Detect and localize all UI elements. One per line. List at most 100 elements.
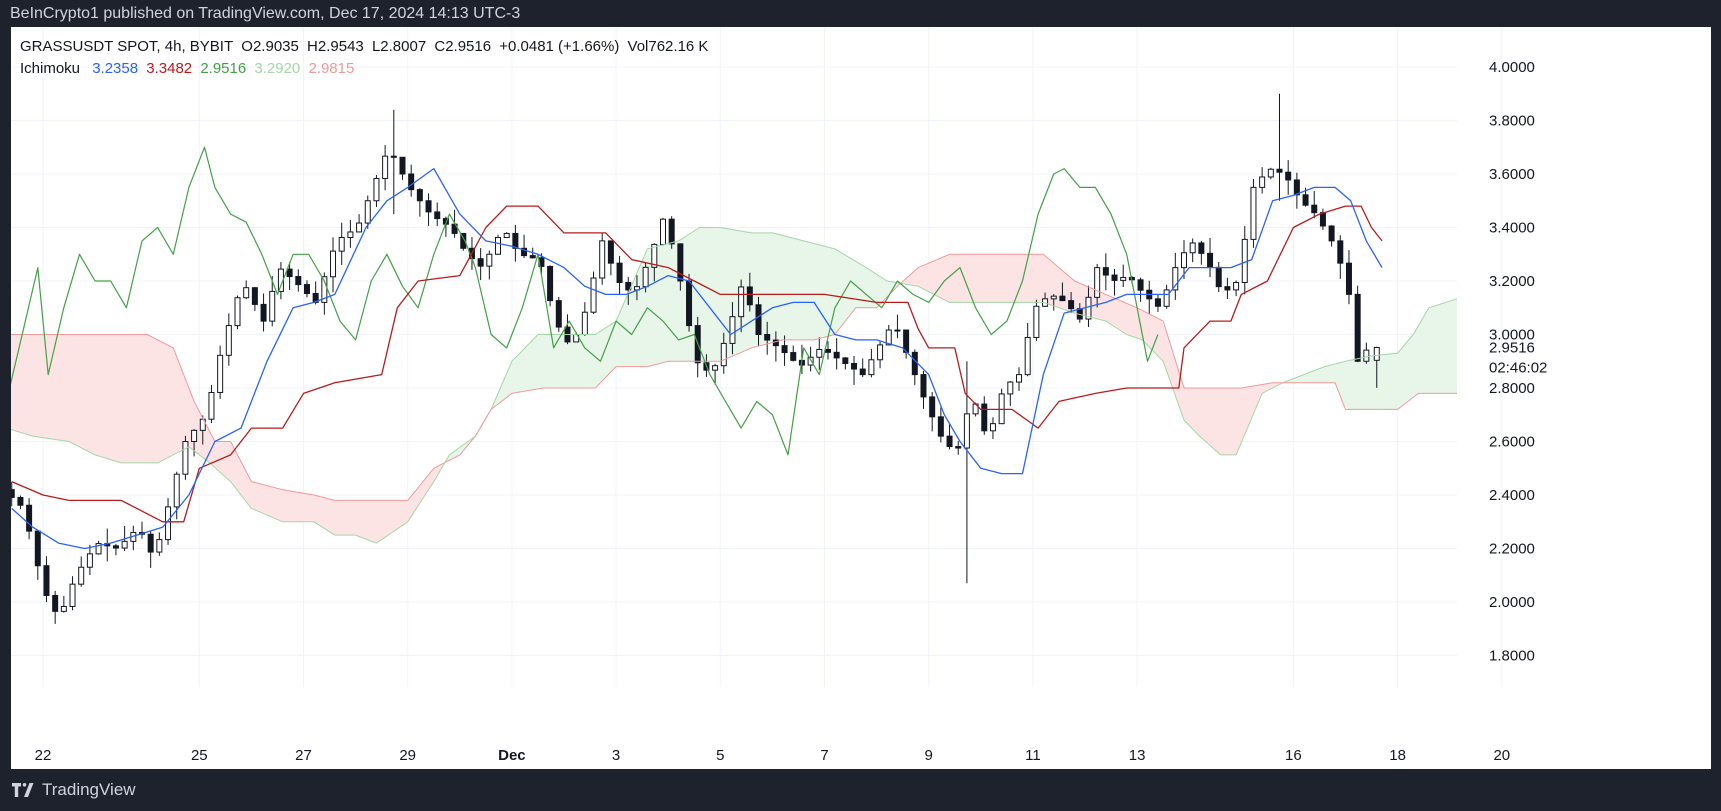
volume-label: Vol <box>627 38 649 55</box>
y-tick-label: 3.0000 <box>1489 327 1535 344</box>
candle <box>260 293 267 332</box>
candle <box>1293 172 1300 209</box>
candle-body-down <box>929 396 936 418</box>
candle <box>130 525 137 551</box>
candle <box>43 556 50 603</box>
y-tick-label: 3.6000 <box>1489 166 1535 183</box>
candle <box>11 481 15 507</box>
candle-body-down <box>772 339 779 347</box>
symbol-legend: GRASSUSDT SPOT, 4h, BYBIT O2.9035 H2.954… <box>20 38 712 55</box>
candle <box>26 498 33 540</box>
candle <box>616 255 623 295</box>
candle <box>659 217 666 246</box>
bearish-cloud <box>902 254 1287 455</box>
candle-body-down <box>833 351 840 359</box>
x-tick-label: 11 <box>1025 747 1041 764</box>
y-tick-label: 2.4000 <box>1489 487 1535 504</box>
candle-body-up <box>894 329 901 332</box>
candle <box>1345 250 1352 305</box>
candle <box>1328 225 1335 247</box>
candle <box>547 265 554 307</box>
price-chart[interactable]: 4.0000 3.8000 3.6000 3.4000 3.2000 3.0000 2.80… <box>11 27 1711 769</box>
candle <box>1024 323 1031 377</box>
candle <box>251 286 258 312</box>
low-label: L <box>371 38 381 55</box>
candle <box>677 243 684 291</box>
x-tick-label: 13 <box>1129 747 1146 764</box>
candle-body-up <box>712 365 719 371</box>
symbol-name[interactable]: GRASSUSDT SPOT, 4h, BYBIT <box>20 38 234 55</box>
candle-body-up <box>816 348 823 358</box>
candle-body-up <box>877 344 884 361</box>
candle-body-up <box>86 553 93 568</box>
candle <box>338 222 345 265</box>
candle <box>156 532 163 556</box>
candle <box>1215 261 1222 293</box>
candle-body-up <box>182 441 189 475</box>
candle-body-up <box>738 286 745 318</box>
candle-body-down <box>668 218 675 245</box>
candle-body-down <box>460 232 467 249</box>
candle <box>295 269 302 292</box>
candle <box>877 341 884 369</box>
candle <box>303 280 310 298</box>
candle-body-down <box>1154 298 1161 307</box>
candle <box>755 296 762 346</box>
candle-body-up <box>729 316 736 344</box>
candle <box>1094 263 1101 308</box>
x-tick-label: 27 <box>295 747 312 764</box>
candle <box>790 345 797 362</box>
candle <box>95 540 102 555</box>
candle <box>138 521 145 539</box>
x-tick-label: 22 <box>35 747 52 764</box>
bullish-cloud <box>1286 298 1457 410</box>
candle-body-down <box>512 232 519 249</box>
candles <box>11 93 1380 624</box>
lagging-value: 2.9516 <box>200 60 247 77</box>
x-tick-label: 5 <box>716 747 724 764</box>
candle <box>1163 284 1170 309</box>
candle-body-down <box>477 258 484 267</box>
candle-body-down <box>824 348 831 353</box>
candle <box>1285 160 1292 195</box>
candle <box>963 361 970 584</box>
candle-body-up <box>269 290 276 322</box>
candle <box>1233 280 1240 297</box>
candle <box>486 250 493 280</box>
candle <box>599 233 606 285</box>
candle-body-down <box>260 303 267 322</box>
candle <box>590 271 597 314</box>
tradingview-brand: TradingView <box>42 780 136 799</box>
candle <box>1068 292 1075 314</box>
tradingview-logo[interactable]: TradingView <box>12 780 136 800</box>
indicator-name[interactable]: Ichimoku <box>20 60 81 77</box>
candle-body-down <box>1224 286 1231 291</box>
candle <box>885 324 892 346</box>
candle <box>929 392 936 432</box>
candle-body-down <box>946 435 953 448</box>
chart-panel[interactable]: 4.0000 3.8000 3.6000 3.4000 3.2000 3.0000 2.80… <box>11 27 1711 769</box>
candle-body-down <box>1276 168 1283 173</box>
candle <box>781 335 788 366</box>
candle <box>521 234 528 258</box>
candle-body-down <box>790 352 797 361</box>
candle <box>416 188 423 217</box>
candle <box>182 435 189 480</box>
y-tick-label: 1.8000 <box>1489 648 1535 665</box>
candle-body-down <box>26 504 33 532</box>
candle-body-up <box>486 253 493 267</box>
candle <box>1172 252 1179 300</box>
candle-body-down <box>529 255 536 259</box>
candle-body-up <box>963 413 970 449</box>
candle-body-down <box>408 173 415 191</box>
candle-body-up <box>1172 267 1179 291</box>
candle <box>512 224 519 262</box>
candle <box>408 164 415 197</box>
candle-body-down <box>1137 279 1144 291</box>
candle-body-up <box>69 583 76 607</box>
bearish-cloud <box>11 334 449 543</box>
candle-body-down <box>1302 194 1309 206</box>
conversion-value: 3.2358 <box>92 60 139 77</box>
candle <box>868 348 875 378</box>
candle-body-up <box>989 423 996 432</box>
